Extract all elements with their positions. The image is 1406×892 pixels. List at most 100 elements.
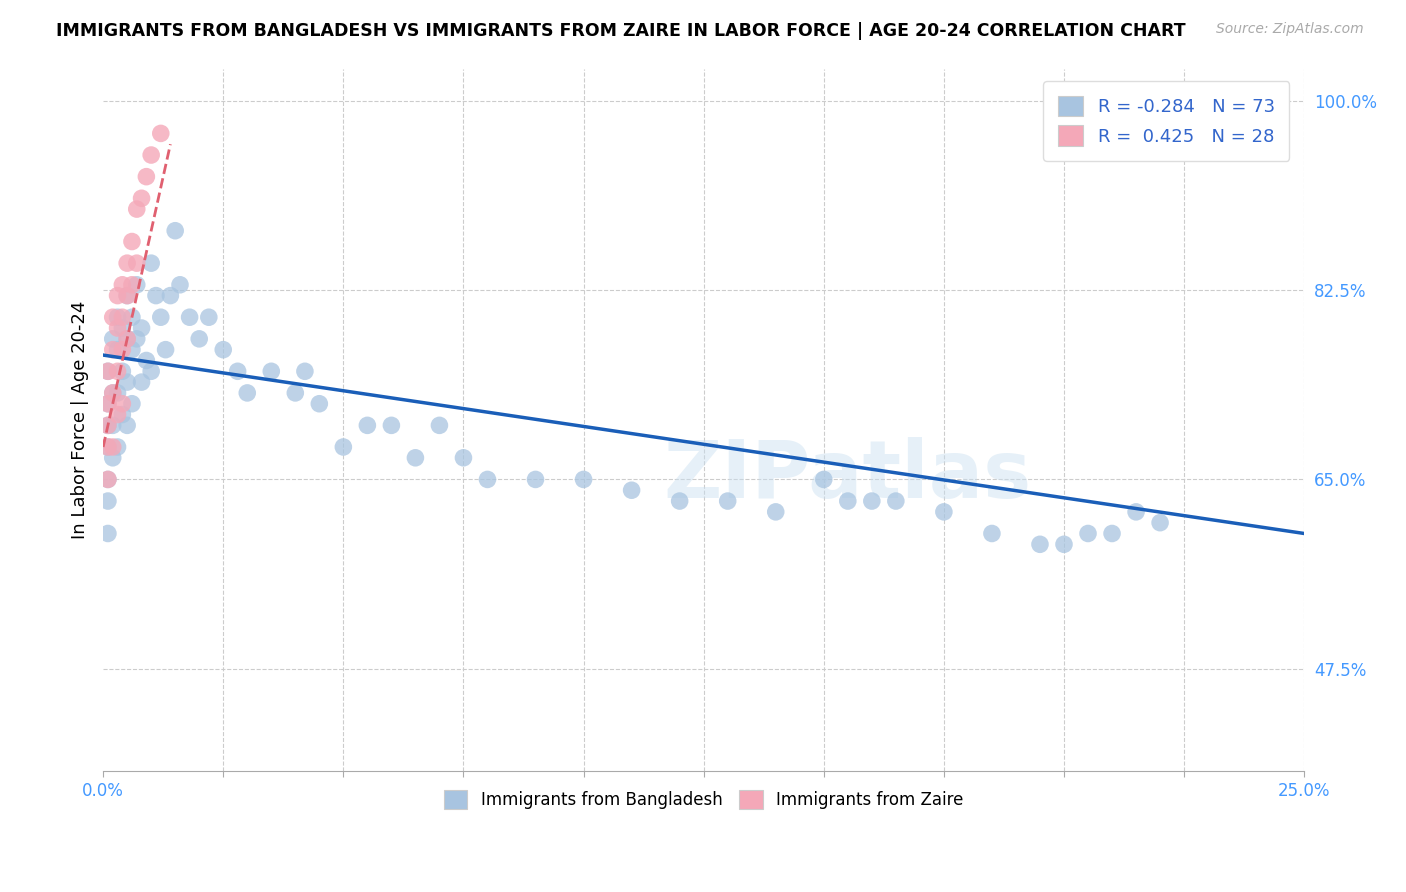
Point <box>97 397 120 411</box>
Point <box>332 440 354 454</box>
Point <box>308 397 330 411</box>
Point <box>169 277 191 292</box>
Point <box>429 418 451 433</box>
Text: IMMIGRANTS FROM BANGLADESH VS IMMIGRANTS FROM ZAIRE IN LABOR FORCE | AGE 20-24 C: IMMIGRANTS FROM BANGLADESH VS IMMIGRANTS… <box>56 22 1185 40</box>
Point <box>837 494 859 508</box>
Text: Source: ZipAtlas.com: Source: ZipAtlas.com <box>1216 22 1364 37</box>
Point <box>884 494 907 508</box>
Point <box>1101 526 1123 541</box>
Point <box>97 494 120 508</box>
Point <box>236 385 259 400</box>
Point <box>668 494 690 508</box>
Point <box>101 385 124 400</box>
Point <box>125 332 148 346</box>
Point <box>97 440 120 454</box>
Point <box>453 450 475 465</box>
Point <box>115 256 138 270</box>
Point <box>1053 537 1076 551</box>
Point <box>131 321 153 335</box>
Point <box>97 526 120 541</box>
Y-axis label: In Labor Force | Age 20-24: In Labor Force | Age 20-24 <box>72 301 89 539</box>
Point <box>524 472 547 486</box>
Point <box>121 235 143 249</box>
Point <box>111 397 134 411</box>
Point <box>135 169 157 184</box>
Point <box>111 277 134 292</box>
Point <box>981 526 1004 541</box>
Point <box>97 472 120 486</box>
Point <box>111 408 134 422</box>
Point <box>107 321 129 335</box>
Point <box>765 505 787 519</box>
Point <box>284 385 307 400</box>
Point <box>1149 516 1171 530</box>
Point <box>101 440 124 454</box>
Point <box>121 277 143 292</box>
Point <box>115 288 138 302</box>
Point <box>125 202 148 216</box>
Point <box>131 191 153 205</box>
Text: ZIPatlas: ZIPatlas <box>664 437 1032 516</box>
Point <box>141 256 163 270</box>
Point <box>131 375 153 389</box>
Point <box>198 310 221 325</box>
Point <box>101 332 124 346</box>
Point <box>141 364 163 378</box>
Point <box>97 364 120 378</box>
Point <box>121 343 143 357</box>
Point <box>97 364 120 378</box>
Point <box>1029 537 1052 551</box>
Point <box>179 310 201 325</box>
Point <box>145 288 167 302</box>
Point <box>97 472 120 486</box>
Point <box>380 418 402 433</box>
Point <box>111 364 134 378</box>
Point <box>115 332 138 346</box>
Point <box>356 418 378 433</box>
Point <box>107 364 129 378</box>
Point <box>717 494 740 508</box>
Point <box>121 310 143 325</box>
Point <box>141 148 163 162</box>
Point <box>135 353 157 368</box>
Point <box>97 440 120 454</box>
Point <box>149 310 172 325</box>
Point <box>115 288 138 302</box>
Point <box>932 505 955 519</box>
Point <box>860 494 883 508</box>
Point <box>111 321 134 335</box>
Point <box>97 418 120 433</box>
Point <box>115 375 138 389</box>
Point <box>101 418 124 433</box>
Point <box>101 450 124 465</box>
Point <box>115 332 138 346</box>
Point <box>477 472 499 486</box>
Legend: Immigrants from Bangladesh, Immigrants from Zaire: Immigrants from Bangladesh, Immigrants f… <box>437 783 970 816</box>
Point <box>107 310 129 325</box>
Point <box>97 418 120 433</box>
Point <box>165 224 187 238</box>
Point <box>159 288 181 302</box>
Point <box>107 440 129 454</box>
Point <box>404 450 426 465</box>
Point <box>101 343 124 357</box>
Point <box>107 343 129 357</box>
Point <box>107 288 129 302</box>
Point <box>101 385 124 400</box>
Point <box>111 343 134 357</box>
Point <box>125 277 148 292</box>
Point <box>260 364 283 378</box>
Point <box>188 332 211 346</box>
Point <box>101 310 124 325</box>
Point <box>107 408 129 422</box>
Point <box>212 343 235 357</box>
Point <box>1077 526 1099 541</box>
Point <box>620 483 643 498</box>
Point <box>121 397 143 411</box>
Point <box>97 397 120 411</box>
Point <box>115 418 138 433</box>
Point <box>294 364 316 378</box>
Point <box>125 256 148 270</box>
Point <box>572 472 595 486</box>
Point <box>226 364 249 378</box>
